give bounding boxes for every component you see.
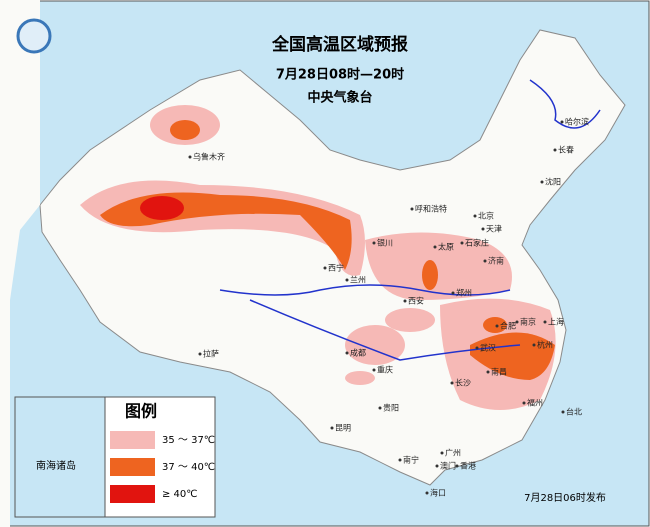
legend-swatch bbox=[110, 458, 155, 476]
city-dot bbox=[398, 458, 402, 462]
city-label: 南宁 bbox=[403, 455, 419, 465]
city-dot bbox=[473, 214, 477, 218]
city-label: 台北 bbox=[566, 407, 582, 417]
city-dot bbox=[433, 245, 437, 249]
city-dot bbox=[486, 370, 490, 374]
inset-label: 南海诸岛 bbox=[36, 459, 76, 472]
city-dot bbox=[483, 259, 487, 263]
city-label: 长沙 bbox=[455, 378, 471, 388]
city-dot bbox=[561, 410, 565, 414]
city-label: 南昌 bbox=[491, 367, 507, 377]
city-label: 济南 bbox=[488, 256, 504, 266]
heat-zones bbox=[80, 105, 556, 410]
city-label: 呼和浩特 bbox=[415, 204, 447, 214]
heat-zone bbox=[385, 308, 435, 332]
city-label: 乌鲁木齐 bbox=[193, 152, 225, 162]
city-label: 西宁 bbox=[328, 263, 344, 273]
city-dot bbox=[188, 155, 192, 159]
city-dot bbox=[435, 464, 439, 468]
city-label: 天津 bbox=[486, 224, 502, 234]
city-label: 银川 bbox=[377, 238, 393, 248]
city-label: 兰州 bbox=[350, 275, 366, 285]
footer: 7月28日06时发布 bbox=[524, 491, 606, 504]
city-label: 长春 bbox=[558, 145, 574, 155]
city-dot bbox=[455, 464, 459, 468]
city-dot bbox=[540, 180, 544, 184]
city-dot bbox=[440, 451, 444, 455]
city-label: 南京 bbox=[520, 317, 536, 327]
city-label: 香港 bbox=[460, 461, 476, 471]
city-dot bbox=[198, 352, 202, 356]
city-dot bbox=[450, 381, 454, 385]
city-label: 杭州 bbox=[537, 340, 553, 350]
inset bbox=[14, 396, 106, 518]
city-label: 昆明 bbox=[335, 424, 351, 433]
city-dot bbox=[532, 343, 536, 347]
heat-zone bbox=[365, 232, 512, 300]
city-label: 成都 bbox=[350, 348, 366, 358]
city-dot bbox=[323, 266, 327, 270]
city-dot bbox=[330, 426, 334, 430]
city-dot bbox=[345, 278, 349, 282]
legend-label: 37 ～ 40℃ bbox=[162, 462, 215, 473]
city-dot bbox=[481, 227, 485, 231]
legend-title: 图例 bbox=[125, 402, 157, 421]
city-label: 武汉 bbox=[480, 343, 496, 353]
city-dot bbox=[403, 299, 407, 303]
city-dot bbox=[372, 241, 376, 245]
city-dot bbox=[560, 120, 564, 124]
heat-zone bbox=[345, 371, 375, 385]
city-label: 西安 bbox=[408, 296, 424, 306]
issuer: 中央气象台 bbox=[307, 90, 372, 106]
heat-zone bbox=[140, 196, 184, 220]
city-label: 合肥 bbox=[500, 321, 516, 331]
city-dot bbox=[410, 207, 414, 211]
heat-zone bbox=[170, 120, 200, 140]
city-label: 哈尔滨 bbox=[565, 117, 589, 127]
city-label: 石家庄 bbox=[465, 238, 489, 248]
city-dot bbox=[460, 241, 464, 245]
city-label: 太原 bbox=[438, 242, 454, 252]
legend: 35 ～ 37℃ 37 ～ 40℃ ≥ 40℃ bbox=[110, 431, 215, 503]
city-label: 澳门 bbox=[440, 461, 456, 471]
city-dot bbox=[553, 148, 557, 152]
city-label: 北京 bbox=[478, 211, 494, 221]
city-dot bbox=[345, 351, 349, 355]
city-dot bbox=[425, 491, 429, 495]
city-label: 贵阳 bbox=[383, 403, 399, 413]
heat-zone bbox=[483, 317, 507, 333]
logo bbox=[16, 18, 52, 54]
title: 全国高温区域预报 bbox=[271, 34, 408, 55]
city-dot bbox=[378, 406, 382, 410]
heat-zone bbox=[345, 325, 405, 365]
city-dot bbox=[372, 368, 376, 372]
city-label: 沈阳 bbox=[545, 177, 561, 187]
city-dot bbox=[515, 320, 519, 324]
city-dot bbox=[451, 291, 455, 295]
city-dot bbox=[543, 320, 547, 324]
river bbox=[219, 79, 601, 361]
city-label: 郑州 bbox=[456, 288, 472, 298]
city-label: 拉萨 bbox=[203, 349, 219, 359]
heat-zone bbox=[422, 260, 438, 290]
legend-swatch bbox=[110, 485, 155, 503]
city-dot bbox=[475, 346, 479, 350]
period: 7月28日08时—20时 bbox=[276, 67, 404, 83]
city-dot bbox=[522, 401, 526, 405]
city-dot bbox=[495, 324, 499, 328]
city-label: 上海 bbox=[548, 317, 564, 327]
city-label: 海口 bbox=[430, 488, 446, 498]
west-land bbox=[0, 0, 40, 527]
city-label: 重庆 bbox=[377, 365, 393, 375]
legend-label: ≥ 40℃ bbox=[162, 489, 198, 500]
legend-label: 35 ～ 37℃ bbox=[162, 435, 215, 446]
legend-swatch bbox=[110, 431, 155, 449]
city-label: 福州 bbox=[527, 399, 543, 408]
city-label: 广州 bbox=[445, 448, 461, 458]
